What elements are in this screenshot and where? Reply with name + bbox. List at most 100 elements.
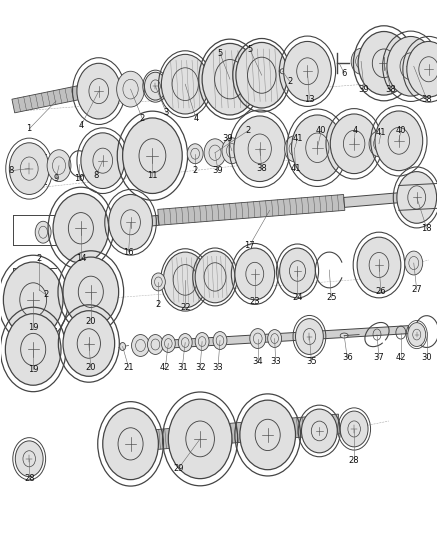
Ellipse shape (343, 131, 365, 157)
Ellipse shape (405, 251, 423, 275)
Ellipse shape (330, 114, 378, 174)
Text: 17: 17 (244, 240, 255, 249)
Ellipse shape (215, 60, 245, 99)
Ellipse shape (301, 409, 337, 453)
Text: 28: 28 (24, 474, 35, 483)
Polygon shape (81, 215, 159, 233)
Ellipse shape (255, 419, 280, 450)
Ellipse shape (202, 43, 258, 115)
Ellipse shape (5, 314, 61, 385)
Text: 19: 19 (28, 323, 39, 332)
Ellipse shape (348, 421, 360, 437)
Ellipse shape (53, 157, 66, 174)
Text: 27: 27 (411, 285, 422, 294)
Text: 25: 25 (326, 293, 336, 302)
Ellipse shape (240, 400, 296, 470)
Text: 3: 3 (164, 109, 169, 117)
Text: 4: 4 (194, 115, 199, 124)
Text: 2: 2 (36, 254, 42, 263)
Ellipse shape (53, 193, 109, 263)
Ellipse shape (118, 428, 143, 460)
Ellipse shape (4, 262, 63, 337)
Text: 30: 30 (421, 353, 432, 362)
Ellipse shape (63, 311, 115, 376)
Ellipse shape (357, 237, 401, 293)
Ellipse shape (358, 31, 410, 95)
Ellipse shape (89, 78, 109, 103)
Ellipse shape (400, 53, 421, 80)
Text: 28: 28 (349, 456, 360, 465)
Ellipse shape (253, 333, 262, 344)
Ellipse shape (187, 144, 203, 164)
Ellipse shape (216, 336, 224, 345)
Ellipse shape (388, 127, 410, 154)
Ellipse shape (151, 80, 160, 92)
Text: 1: 1 (27, 124, 32, 133)
Text: 9: 9 (53, 174, 59, 183)
Ellipse shape (250, 329, 266, 349)
Ellipse shape (78, 276, 103, 308)
Polygon shape (344, 191, 414, 207)
Ellipse shape (413, 329, 421, 340)
Polygon shape (105, 414, 340, 454)
Polygon shape (162, 326, 409, 349)
Text: 2: 2 (193, 166, 198, 175)
Text: 20: 20 (85, 363, 96, 372)
Text: 5: 5 (247, 45, 252, 54)
Ellipse shape (419, 56, 438, 82)
Ellipse shape (81, 133, 124, 189)
Text: 11: 11 (147, 171, 158, 180)
Ellipse shape (15, 441, 43, 477)
Ellipse shape (172, 68, 198, 101)
Text: 41: 41 (292, 134, 303, 143)
Ellipse shape (20, 157, 38, 180)
Ellipse shape (152, 273, 165, 291)
Ellipse shape (178, 334, 192, 351)
Ellipse shape (268, 329, 282, 348)
Text: 33: 33 (270, 357, 281, 366)
Text: 8: 8 (93, 171, 99, 180)
Text: 24: 24 (292, 293, 303, 302)
Ellipse shape (21, 333, 46, 366)
Text: 2: 2 (43, 290, 49, 300)
Ellipse shape (222, 138, 242, 164)
Ellipse shape (247, 57, 276, 93)
Ellipse shape (213, 332, 227, 350)
Ellipse shape (139, 139, 166, 173)
Text: 14: 14 (76, 254, 86, 263)
Ellipse shape (23, 451, 35, 467)
Text: 6: 6 (342, 69, 347, 78)
Text: 16: 16 (123, 248, 134, 256)
Text: 4: 4 (78, 122, 84, 131)
Ellipse shape (161, 335, 175, 352)
Ellipse shape (246, 262, 264, 286)
Text: 19: 19 (28, 365, 39, 374)
Ellipse shape (204, 139, 226, 167)
Ellipse shape (296, 319, 323, 354)
Ellipse shape (279, 248, 315, 294)
Text: 2: 2 (287, 77, 292, 86)
Text: 4: 4 (353, 126, 358, 135)
Ellipse shape (198, 337, 206, 346)
Ellipse shape (271, 334, 279, 343)
Ellipse shape (209, 145, 221, 160)
Ellipse shape (375, 111, 423, 171)
Ellipse shape (408, 322, 426, 346)
Text: 23: 23 (250, 297, 260, 306)
Ellipse shape (204, 263, 226, 291)
Text: 10: 10 (74, 174, 84, 183)
Text: 39: 39 (223, 134, 233, 143)
Text: 20: 20 (85, 317, 96, 326)
Text: 13: 13 (304, 94, 315, 103)
Ellipse shape (163, 252, 207, 308)
Ellipse shape (397, 172, 437, 223)
Text: 26: 26 (376, 287, 386, 296)
Text: 41: 41 (290, 164, 301, 173)
Ellipse shape (47, 150, 71, 182)
Ellipse shape (285, 136, 304, 161)
Ellipse shape (151, 339, 160, 350)
Ellipse shape (297, 58, 318, 85)
Ellipse shape (31, 279, 47, 301)
Ellipse shape (374, 136, 385, 151)
Ellipse shape (340, 411, 368, 447)
